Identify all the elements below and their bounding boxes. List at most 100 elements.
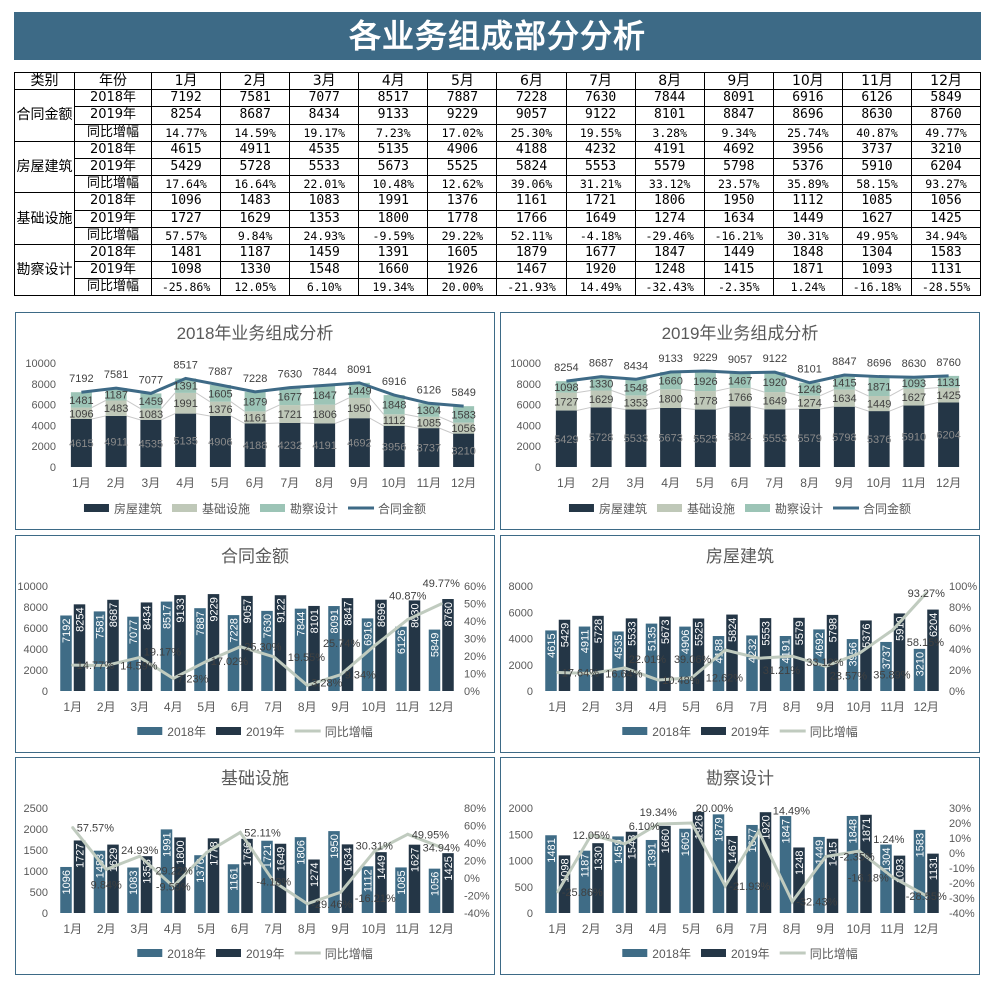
y-tick-label: 8000 xyxy=(517,379,541,391)
x-tick-label: 2月 xyxy=(582,700,601,714)
bar-勘察设计 xyxy=(833,374,855,390)
bar-2018年 xyxy=(294,608,307,691)
legend-item[interactable]: 房屋建筑 xyxy=(83,501,162,516)
legend-item[interactable]: 2019年 xyxy=(700,725,770,739)
x-tick-label: 7月 xyxy=(749,922,768,936)
growth-point xyxy=(406,832,410,836)
row-label: 2019年 xyxy=(74,261,152,280)
legend-item[interactable]: 同比增幅 xyxy=(294,946,373,961)
bar-房屋建筑 xyxy=(868,411,890,467)
value-cell: 16.64% xyxy=(220,175,291,194)
legend-item[interactable]: 勘察设计 xyxy=(260,502,338,516)
bar-2019年 xyxy=(207,838,220,913)
value-cell: 14.59% xyxy=(220,123,291,142)
bar-房屋建筑 xyxy=(279,422,301,467)
legend-item[interactable]: 2018年 xyxy=(137,725,206,739)
data-label: 1991 xyxy=(173,398,197,410)
legend-item[interactable]: 同比增幅 xyxy=(779,724,858,739)
x-tick-label: 9月 xyxy=(816,922,835,936)
column-header: 3月 xyxy=(289,71,360,91)
legend-item[interactable]: 基础设施 xyxy=(656,502,735,516)
chart-2018-composition[interactable]: 2018年业务组成分析 0 2000 4000 6000 8000 10000 1月 2月 3月 4… xyxy=(15,312,495,530)
bar-2018年 xyxy=(127,616,139,691)
legend-item[interactable]: 同比增幅 xyxy=(779,946,858,961)
series-connector-line xyxy=(854,389,869,397)
legend-item[interactable]: 2019年 xyxy=(215,947,285,961)
bar-基础设施 xyxy=(694,391,716,410)
total-data-label: 5849 xyxy=(451,387,475,399)
bar-基础设施 xyxy=(348,397,370,419)
chart-survey-design[interactable]: 勘察设计 0 500 1000 1500 2000 -40% -30% -20% -10% 0% 10… xyxy=(500,757,980,975)
legend[interactable]: 2018年 2019年 同比增幅 xyxy=(137,946,373,961)
data-label: 3956 xyxy=(382,441,406,453)
data-label: 1806 xyxy=(312,409,336,421)
value-cell: 1459 xyxy=(289,243,360,263)
x-tick-label: 10月 xyxy=(847,922,872,936)
chart-title: 基础设施 xyxy=(221,769,289,788)
legend[interactable]: 2018年 2019年 同比增幅 xyxy=(137,724,373,739)
legend-item[interactable]: 2018年 xyxy=(622,725,691,739)
legend-item[interactable]: 2019年 xyxy=(700,947,770,961)
legend[interactable]: 2018年 2019年 同比增幅 xyxy=(622,724,858,739)
legend-item[interactable]: 房屋建筑 xyxy=(568,501,647,516)
bar-基础设施 xyxy=(279,405,301,423)
legend-item[interactable]: 基础设施 xyxy=(171,502,250,516)
bar-勘察设计 xyxy=(70,392,92,408)
legend-label: 合同金额 xyxy=(378,501,426,516)
x-tick-label: 11月 xyxy=(396,922,420,936)
bar-2018年 xyxy=(746,635,758,691)
bar-2019年 xyxy=(826,838,839,913)
chart-contract-amount[interactable]: 合同金额 0 2000 4000 6000 8000 10000 0% 10% 20% 30% 40%… xyxy=(15,535,495,753)
bar-2018年 xyxy=(194,855,206,913)
bar-基础设施 xyxy=(868,396,890,412)
legend-item[interactable]: 2019年 xyxy=(215,725,285,739)
x-tick-label: 10月 xyxy=(847,700,872,714)
legend[interactable]: 房屋建筑 基础设施 勘察设计 合同金额 xyxy=(568,501,911,516)
legend-item[interactable]: 勘察设计 xyxy=(745,502,823,516)
growth-data-label: 1.24% xyxy=(873,834,904,846)
y-tick-label: 4000 xyxy=(24,644,48,656)
bar-data-label: 8101 xyxy=(309,609,321,633)
series-connector-line xyxy=(785,391,800,397)
value-cell: 1950 xyxy=(703,192,774,211)
y-tick-label: 6000 xyxy=(509,607,533,619)
value-cell: 52.11% xyxy=(496,226,567,245)
y2-tick-label: 10% xyxy=(949,833,971,845)
value-cell: 57.57% xyxy=(150,226,222,245)
value-cell: 1304 xyxy=(841,243,913,263)
growth-point xyxy=(589,672,593,676)
bar-2018年 xyxy=(545,630,557,691)
value-cell: 4615 xyxy=(150,140,222,159)
growth-point xyxy=(71,663,75,667)
bar-基础设施 xyxy=(799,395,821,409)
x-tick-label: 4月 xyxy=(649,700,668,714)
bar-data-label: 1112 xyxy=(363,869,375,892)
x-tick-label: 2月 xyxy=(107,476,126,490)
legend[interactable]: 2018年 2019年 同比增幅 xyxy=(622,946,858,961)
legend-item[interactable]: 2018年 xyxy=(137,947,206,961)
value-cell: 58.15% xyxy=(841,175,913,194)
growth-point xyxy=(71,826,75,830)
row-label: 2019年 xyxy=(74,106,152,125)
data-label: 1871 xyxy=(867,381,891,393)
chart-2019-composition[interactable]: 2019年业务组成分析 0 2000 4000 6000 8000 10000 1月 2月 3月 4… xyxy=(500,312,980,530)
bar-data-label: 1800 xyxy=(175,840,187,864)
x-tick-label: 7月 xyxy=(264,700,283,714)
legend[interactable]: 房屋建筑 基础设施 勘察设计 合同金额 xyxy=(83,501,426,516)
legend-item[interactable]: 2018年 xyxy=(622,947,691,961)
value-cell: -21.93% xyxy=(496,278,567,297)
legend-item[interactable]: 合同金额 xyxy=(833,501,911,516)
chart-building[interactable]: 房屋建筑 0 2000 4000 6000 8000 0% 20% 40% 60% 80% 100% 1… xyxy=(500,535,980,753)
legend-item[interactable]: 同比增幅 xyxy=(294,724,373,739)
table-row: 2019年 5429 5728 5533 5673 5525 5824 5553 5579 579… xyxy=(15,157,982,177)
legend-label: 房屋建筑 xyxy=(114,501,162,516)
legend-item[interactable]: 合同金额 xyxy=(348,501,426,516)
bar-2019年 xyxy=(860,620,872,691)
x-tick-label: 2月 xyxy=(592,476,611,490)
bar-房屋建筑 xyxy=(244,423,266,467)
bar-基础设施 xyxy=(938,387,960,403)
y-tick-label: 6000 xyxy=(32,400,56,412)
bar-2019年 xyxy=(241,595,253,691)
chart-infrastructure[interactable]: 基础设施 0 500 1000 1500 2000 2500 -40% -20% 0% 20% 40%… xyxy=(15,757,495,975)
chart-title: 合同金额 xyxy=(221,547,289,566)
